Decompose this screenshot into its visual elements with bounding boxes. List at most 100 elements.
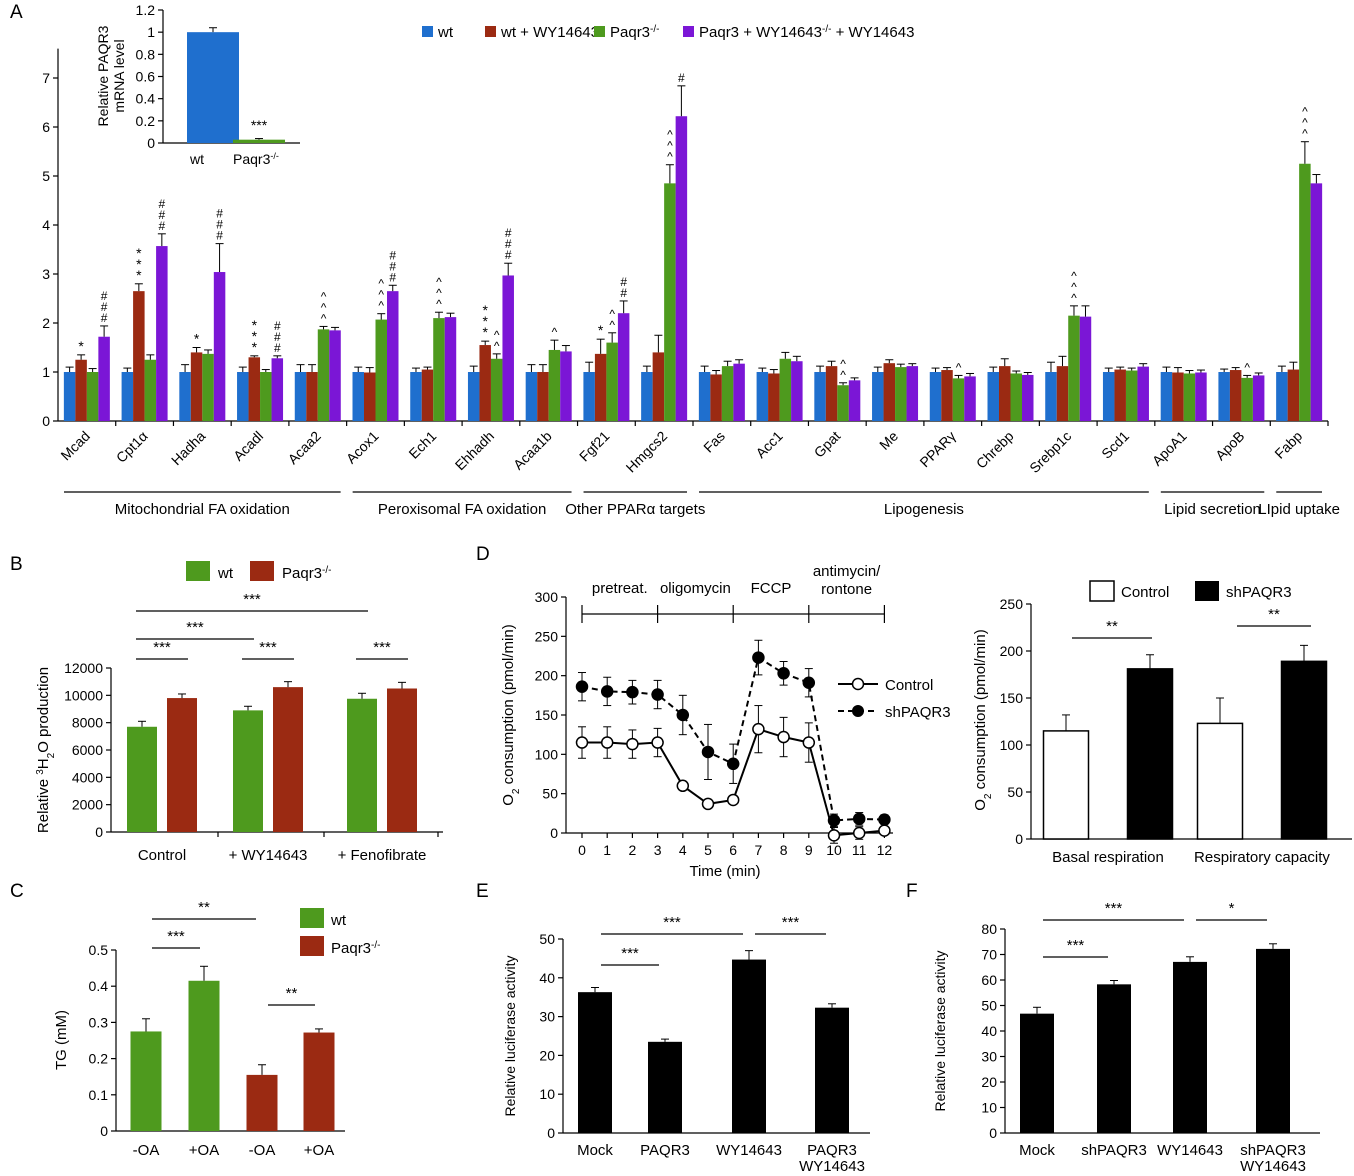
panel-d-phase-label: oligomycin bbox=[660, 580, 731, 597]
part: O production bbox=[35, 667, 52, 753]
panel-b-bar bbox=[167, 698, 197, 832]
panel-d-y-label: O2 consumption (pmol/min) bbox=[500, 624, 522, 805]
panel-a-bar bbox=[1218, 372, 1230, 421]
legend-suffix: + WY14643 bbox=[831, 24, 914, 41]
panel-a-bar bbox=[133, 291, 145, 421]
panel-a-bar bbox=[317, 329, 330, 421]
panel-b-y-tick-label: 2000 bbox=[72, 797, 103, 813]
panel-a-significance-mark: ^ bbox=[1302, 105, 1308, 119]
panel-c-legend-label: Paqr3-/- bbox=[331, 940, 380, 958]
panel-a-category-label: ApoB bbox=[1212, 428, 1248, 464]
panel-a-significance-mark: ^ bbox=[1071, 291, 1077, 305]
panel-d-point bbox=[878, 813, 891, 826]
panel-c-category-label: +OA bbox=[189, 1142, 219, 1159]
panel-letter-e: E bbox=[476, 881, 489, 902]
panel-a-significance-mark: ^ bbox=[1071, 269, 1077, 283]
panel-a-category-label: Acc1 bbox=[752, 428, 785, 461]
panel-d-x-tick-label: 0 bbox=[578, 842, 586, 858]
inset-y-tick-label: 1.2 bbox=[136, 2, 156, 18]
panel-a-significance-mark: ^ bbox=[667, 139, 673, 153]
panel-a-bar bbox=[652, 352, 665, 421]
panel-F-bar bbox=[1173, 961, 1207, 1133]
panel-a-significance-mark: ^ bbox=[1302, 116, 1308, 130]
panel-d-phase-label: rontone bbox=[821, 581, 872, 598]
panel-a-bar bbox=[1056, 366, 1069, 421]
panel-b-y-tick-label: 4000 bbox=[72, 769, 103, 785]
panel-b-y-label: Relative 3H2O production bbox=[35, 667, 57, 833]
panel-a-bar bbox=[98, 336, 110, 421]
panel-d2-bracket-label: ** bbox=[1268, 606, 1280, 623]
panel-d-point bbox=[852, 812, 866, 826]
panel-a-bar bbox=[1160, 372, 1173, 421]
panel-E-bar bbox=[815, 1007, 849, 1133]
panel-a-significance-mark: ^ bbox=[494, 328, 500, 342]
panel-a-bar bbox=[1287, 369, 1300, 421]
panel-d-point bbox=[752, 722, 765, 736]
panel-d2-y-tick-label: 50 bbox=[1007, 784, 1023, 800]
panel-a-bar bbox=[213, 272, 226, 421]
panel-F-y-tick-label: 70 bbox=[981, 947, 997, 963]
panel-c-y-tick-label: 0.5 bbox=[89, 942, 109, 958]
panel-a-group-label: Lipid secretion bbox=[1164, 501, 1261, 518]
panel-a-significance-mark: * bbox=[252, 328, 258, 344]
panel-a-y-tick-label: 0 bbox=[42, 413, 50, 429]
panel-d-point bbox=[575, 680, 589, 693]
panel-a-bar bbox=[444, 317, 457, 421]
panel-a-bar bbox=[548, 349, 561, 421]
panel-d-point bbox=[752, 651, 765, 664]
panel-F-y-tick-label: 60 bbox=[981, 972, 997, 988]
panel-c-category-label: -OA bbox=[133, 1142, 160, 1159]
panel-F-y-tick-label: 0 bbox=[989, 1125, 997, 1141]
panel-d-y-tick-label: 300 bbox=[535, 589, 559, 605]
part: consumption (pmol/min) bbox=[500, 624, 517, 788]
panel-a-legend-label: wt + WY14643 bbox=[500, 24, 599, 41]
panel-a-bar bbox=[467, 372, 480, 421]
panel-a-group-label: Other PPARα targets bbox=[565, 501, 705, 518]
panel-d-y-tick-label: 100 bbox=[535, 746, 559, 762]
panel-a-significance-mark: # bbox=[216, 218, 223, 232]
superscript: -/- bbox=[322, 565, 331, 576]
panel-a-significance-mark: # bbox=[505, 237, 512, 251]
panel-a-significance-mark: # bbox=[505, 248, 512, 262]
panel-c-legend-swatch bbox=[300, 936, 324, 956]
panel-a-bar bbox=[433, 318, 445, 421]
panel-a-y-tick-label: 2 bbox=[42, 315, 50, 331]
panel-a-significance-mark: ^ bbox=[840, 368, 846, 382]
panel-a-bar bbox=[537, 372, 549, 421]
inset-x-label: wt bbox=[189, 151, 204, 167]
panel-a-category-label: Gpat bbox=[811, 428, 844, 461]
inset-bar bbox=[233, 139, 285, 143]
panel-c-y-tick-label: 0.2 bbox=[89, 1051, 109, 1067]
panel-a-significance-mark: ^ bbox=[494, 339, 500, 353]
panel-a-bar bbox=[86, 372, 99, 421]
panel-a-bar bbox=[721, 366, 734, 421]
panel-a-bar bbox=[271, 358, 284, 421]
panel-d-point bbox=[575, 736, 589, 749]
panel-a-significance-mark: # bbox=[101, 300, 108, 314]
panel-d2-category-label: Basal respiration bbox=[1052, 849, 1164, 866]
panel-d2-bar bbox=[1126, 668, 1174, 840]
panel-a-significance-mark: ^ bbox=[436, 297, 442, 311]
panel-b-legend-swatch bbox=[186, 561, 210, 581]
panel-a-bar bbox=[63, 372, 76, 421]
panel-a-bar bbox=[121, 372, 134, 421]
panel-a-significance-mark: * bbox=[252, 317, 258, 333]
panel-c-bracket-label: *** bbox=[167, 928, 185, 945]
panel-a-bar bbox=[617, 313, 630, 421]
panel-d-point bbox=[852, 826, 866, 840]
panel-d-point bbox=[651, 688, 664, 701]
panel-a-legend-swatch bbox=[683, 26, 694, 37]
panel-d2-legend-label: Control bbox=[1121, 584, 1169, 601]
panel-a-significance-mark: ^ bbox=[552, 325, 558, 339]
panel-d-point bbox=[701, 797, 715, 811]
panel-a-bar bbox=[364, 372, 376, 421]
panel-a-legend-swatch bbox=[422, 26, 433, 37]
panel-d2-y-tick-label: 150 bbox=[1000, 690, 1024, 706]
panel-b-bracket-label: *** bbox=[243, 591, 261, 608]
panel-d-x-tick-label: 11 bbox=[852, 842, 867, 858]
panel-a-category-label: Fgf21 bbox=[576, 428, 613, 465]
panel-a-bar bbox=[490, 358, 503, 421]
panel-a-significance-mark: ^ bbox=[609, 307, 615, 321]
inset-x-label: Paqr3-/- bbox=[233, 151, 279, 167]
panel-a-category-label: Ehhadh bbox=[452, 428, 497, 473]
